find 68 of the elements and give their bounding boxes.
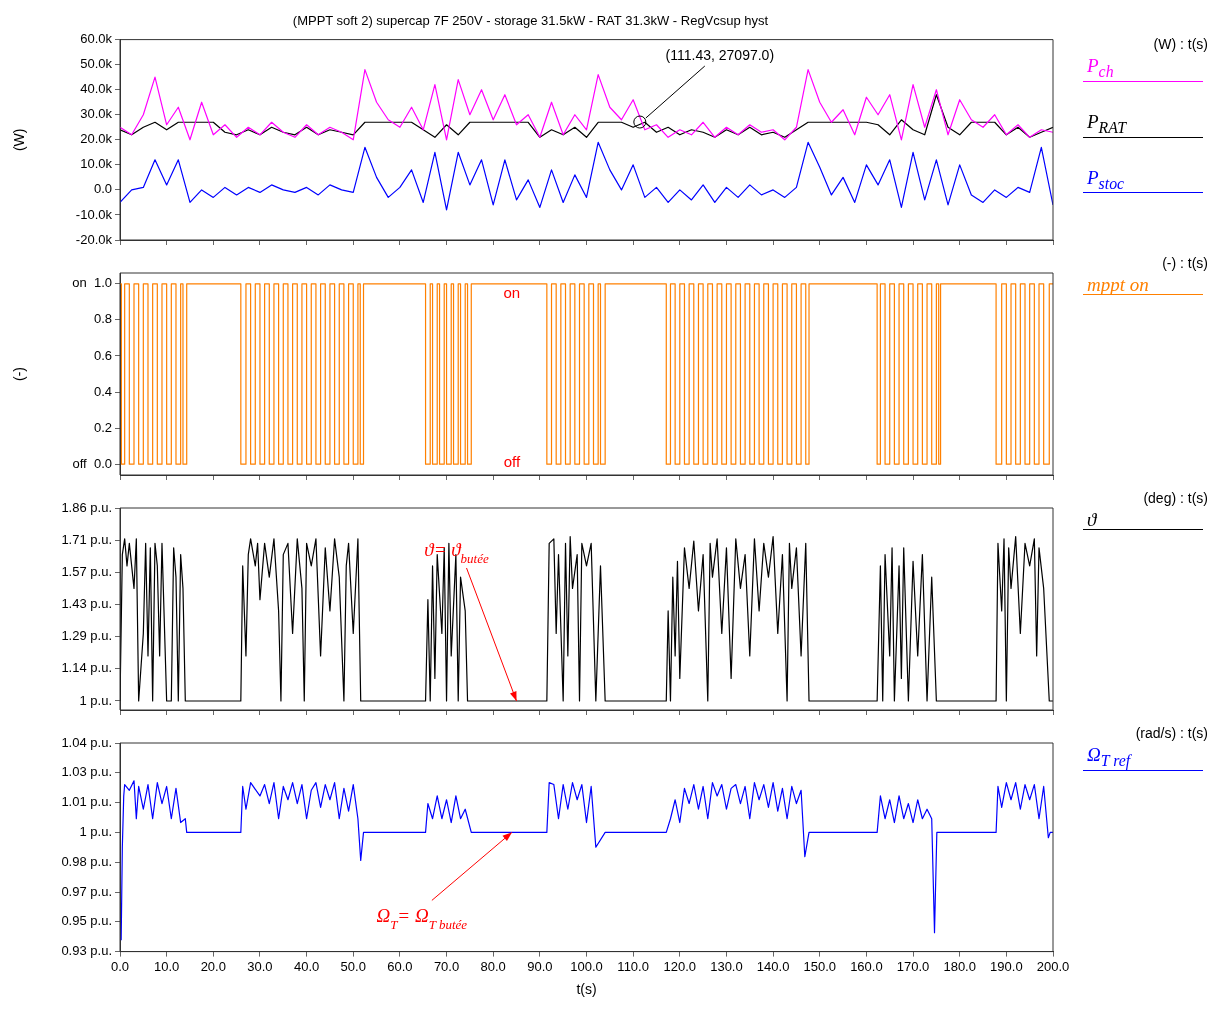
y-tick-label: 0.8 (93, 311, 112, 327)
y-tick-label: 1.03 p.u. (61, 764, 112, 780)
y-tick-label: 0.97 p.u. (61, 883, 112, 899)
x-tick-label: 60.0 (387, 958, 413, 974)
y-tick-label: 1.04 p.u. (61, 734, 112, 750)
y-tick-label: 1.01 p.u. (61, 794, 112, 810)
series-label: P$_{RAT}$ (1086, 110, 1128, 137)
x-tick-label: 80.0 (480, 958, 506, 974)
y-tick-label: 10.0k (80, 156, 113, 172)
x-tick-label: 190.0 (990, 958, 1023, 974)
annotation: on (503, 284, 521, 301)
text: (deg) : t(s) (1142, 490, 1208, 506)
x-tick-label: 10.0 (153, 958, 180, 974)
y-tick-label: -20.0k (75, 231, 113, 247)
x-tick-label: 170.0 (896, 958, 930, 974)
x-tick-label: 140.0 (756, 958, 790, 974)
x-tick-label: 100.0 (570, 958, 603, 974)
y-tick-label: 0.0 (93, 181, 112, 197)
y-tick-label: 0.98 p.u. (61, 853, 112, 869)
x-tick-label: 90.0 (527, 958, 553, 974)
y-tick-label: 1.86 p.u. (61, 499, 112, 515)
y-tick-label: 40.0k (80, 81, 113, 97)
y-tick-label: 20.0k (80, 131, 113, 147)
y-tick-label: 1.57 p.u. (61, 563, 112, 579)
x-tick-label: 30.0 (247, 958, 273, 974)
x-tick-label: 40.0 (293, 958, 320, 974)
y-tick-label: 0.4 (93, 383, 112, 399)
y-tick-label: -10.0k (75, 206, 113, 222)
x-tick-label: 70.0 (433, 958, 460, 974)
x-tick-label: 20.0 (200, 958, 226, 974)
x-tick-label: 180.0 (943, 958, 976, 974)
x-tick-label: 200.0 (1036, 958, 1070, 974)
text: (-) : t(s) (1161, 255, 1208, 271)
x-tick-label: 50.0 (340, 958, 366, 974)
text: Ω$_{T ref}$ (1086, 744, 1133, 770)
y-tick-label: 1.71 p.u. (61, 531, 112, 547)
y-tick-label: 50.0k (80, 56, 113, 72)
text: P$_{ch}$ (1086, 55, 1115, 81)
y-axis-title: (W) (11, 128, 28, 152)
y-tick-label: 1.43 p.u. (61, 596, 112, 612)
y-tick-label: 1 p.u. (79, 692, 112, 708)
annotation: (111.43, 27097.0) (665, 47, 775, 64)
y-tick-label: 0.2 (93, 419, 112, 435)
y-tick-label: 1.14 p.u. (61, 660, 112, 676)
y-tick-label: 1.29 p.u. (61, 628, 112, 644)
text: (W) : t(s) (1152, 36, 1208, 52)
y-tick-label: 30.0k (80, 106, 113, 122)
x-tick-label: 120.0 (663, 958, 697, 974)
annotation: off (503, 453, 521, 470)
series-label: P$_{stoc}$ (1086, 166, 1126, 193)
y-axis-title: (-) (11, 367, 28, 381)
x-tick-label: 130.0 (710, 958, 743, 974)
y-tick-label: 0.6 (93, 347, 112, 363)
text: ϑ (1086, 509, 1098, 530)
y-tick-label: 0.95 p.u. (61, 913, 112, 929)
x-tick-label: 150.0 (803, 958, 837, 974)
y-tick-label: 0.93 p.u. (61, 943, 112, 959)
text: (rad/s) : t(s) (1134, 725, 1208, 741)
x-axis-title: t(s) (576, 981, 597, 998)
y-tick-label: 60.0k (80, 31, 113, 47)
x-tick-label: 160.0 (850, 958, 883, 974)
series-label: mppt on (1086, 274, 1150, 295)
chart-title: (MPPT soft 2) supercap 7F 250V - storage 31.5kW - RAT 31.3kW - RegVcsup hyst (292, 13, 769, 29)
y-tick-label: on 1.0 (72, 275, 112, 291)
y-tick-label: off 0.0 (72, 455, 112, 471)
x-tick-label: 110.0 (617, 958, 649, 974)
y-tick-label: 1 p.u. (79, 823, 112, 839)
x-tick-label: 0.0 (110, 958, 130, 974)
